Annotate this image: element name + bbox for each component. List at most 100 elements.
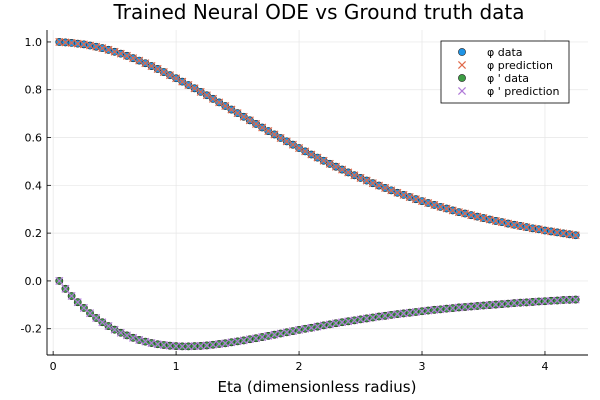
data-point <box>270 330 279 339</box>
data-point <box>258 333 267 342</box>
data-point <box>208 94 218 103</box>
data-point <box>313 322 322 331</box>
data-point <box>67 291 76 300</box>
data-point <box>295 325 304 334</box>
data-point <box>504 299 513 308</box>
data-point <box>196 341 205 350</box>
data-point <box>313 153 322 162</box>
data-point <box>473 212 482 221</box>
data-point <box>55 276 64 285</box>
data-point <box>282 328 291 337</box>
data-point <box>270 130 279 139</box>
data-point <box>98 44 107 53</box>
tick-labels: 0 1 2 3 4 -0.2 0.0 0.2 0.4 0.6 0.8 1.0 <box>21 36 549 373</box>
data-point <box>522 298 531 307</box>
data-point <box>356 173 365 182</box>
data-point <box>110 47 119 56</box>
y-tick-label: 1.0 <box>25 36 43 49</box>
data-point <box>129 333 138 342</box>
data-point <box>331 162 340 171</box>
data-point <box>295 144 304 153</box>
data-point <box>307 323 316 332</box>
data-point <box>399 190 408 199</box>
x-tick-label: 4 <box>541 360 548 373</box>
data-point <box>135 335 144 344</box>
data-point <box>467 302 476 311</box>
data-point <box>436 202 445 211</box>
data-point <box>288 327 297 336</box>
tick-marks <box>47 41 546 355</box>
data-point <box>86 309 95 318</box>
data-point <box>251 334 261 343</box>
data-point <box>104 45 113 54</box>
data-point <box>325 159 334 168</box>
y-tick-label: 0.2 <box>25 227 43 240</box>
data-point <box>258 123 267 132</box>
data-point <box>178 77 187 86</box>
data-point <box>122 51 131 60</box>
data-point <box>344 168 353 177</box>
data-point <box>504 219 513 228</box>
data-point <box>454 208 463 217</box>
y-tick-label: 0.8 <box>25 84 43 97</box>
data-point <box>393 188 402 197</box>
data-point <box>516 221 525 230</box>
data-point <box>172 74 181 83</box>
data-point <box>485 301 494 310</box>
data-point <box>86 41 95 50</box>
data-point <box>454 303 463 312</box>
x-tick-label: 3 <box>419 360 426 373</box>
data-point <box>461 302 470 311</box>
series-layer <box>55 37 580 351</box>
data-point <box>196 87 205 96</box>
data-point <box>116 328 125 337</box>
x-tick-label: 1 <box>173 360 180 373</box>
data-point <box>325 320 334 329</box>
data-point <box>491 300 500 309</box>
data-point <box>129 54 138 63</box>
data-point <box>239 336 248 345</box>
data-point <box>61 38 70 47</box>
data-point <box>147 62 156 71</box>
data-point <box>479 301 488 310</box>
data-point <box>79 303 88 312</box>
data-point <box>522 223 531 232</box>
data-point <box>491 216 500 225</box>
data-point <box>92 42 101 51</box>
data-point <box>571 231 580 240</box>
data-point <box>442 204 451 213</box>
data-point <box>190 342 199 351</box>
legend-marker <box>458 74 466 82</box>
data-point <box>448 206 457 215</box>
chart-title: Trained Neural ODE vs Ground truth data <box>112 0 524 24</box>
legend-label: φ prediction <box>487 59 553 72</box>
data-point <box>141 337 150 346</box>
data-point <box>190 84 199 93</box>
data-point <box>528 297 537 306</box>
data-point <box>319 156 328 165</box>
data-point <box>159 68 168 77</box>
data-point <box>405 193 414 202</box>
data-point <box>276 133 285 143</box>
data-point <box>264 331 273 340</box>
data-point <box>338 165 347 174</box>
data-point <box>227 105 236 114</box>
data-point <box>153 64 162 73</box>
legend-label: φ ' prediction <box>487 85 559 98</box>
data-point <box>104 322 113 331</box>
data-point <box>497 218 506 227</box>
axes-frame <box>46 30 588 356</box>
legend-label: φ data <box>487 46 523 59</box>
series-4 <box>55 276 580 351</box>
data-point <box>221 101 230 111</box>
data-point <box>362 176 371 185</box>
legend-marker <box>458 48 466 56</box>
data-point <box>141 59 150 68</box>
data-point <box>98 318 107 327</box>
data-point <box>110 325 119 334</box>
data-point <box>565 295 574 304</box>
data-point <box>534 225 543 234</box>
data-point <box>553 296 562 305</box>
